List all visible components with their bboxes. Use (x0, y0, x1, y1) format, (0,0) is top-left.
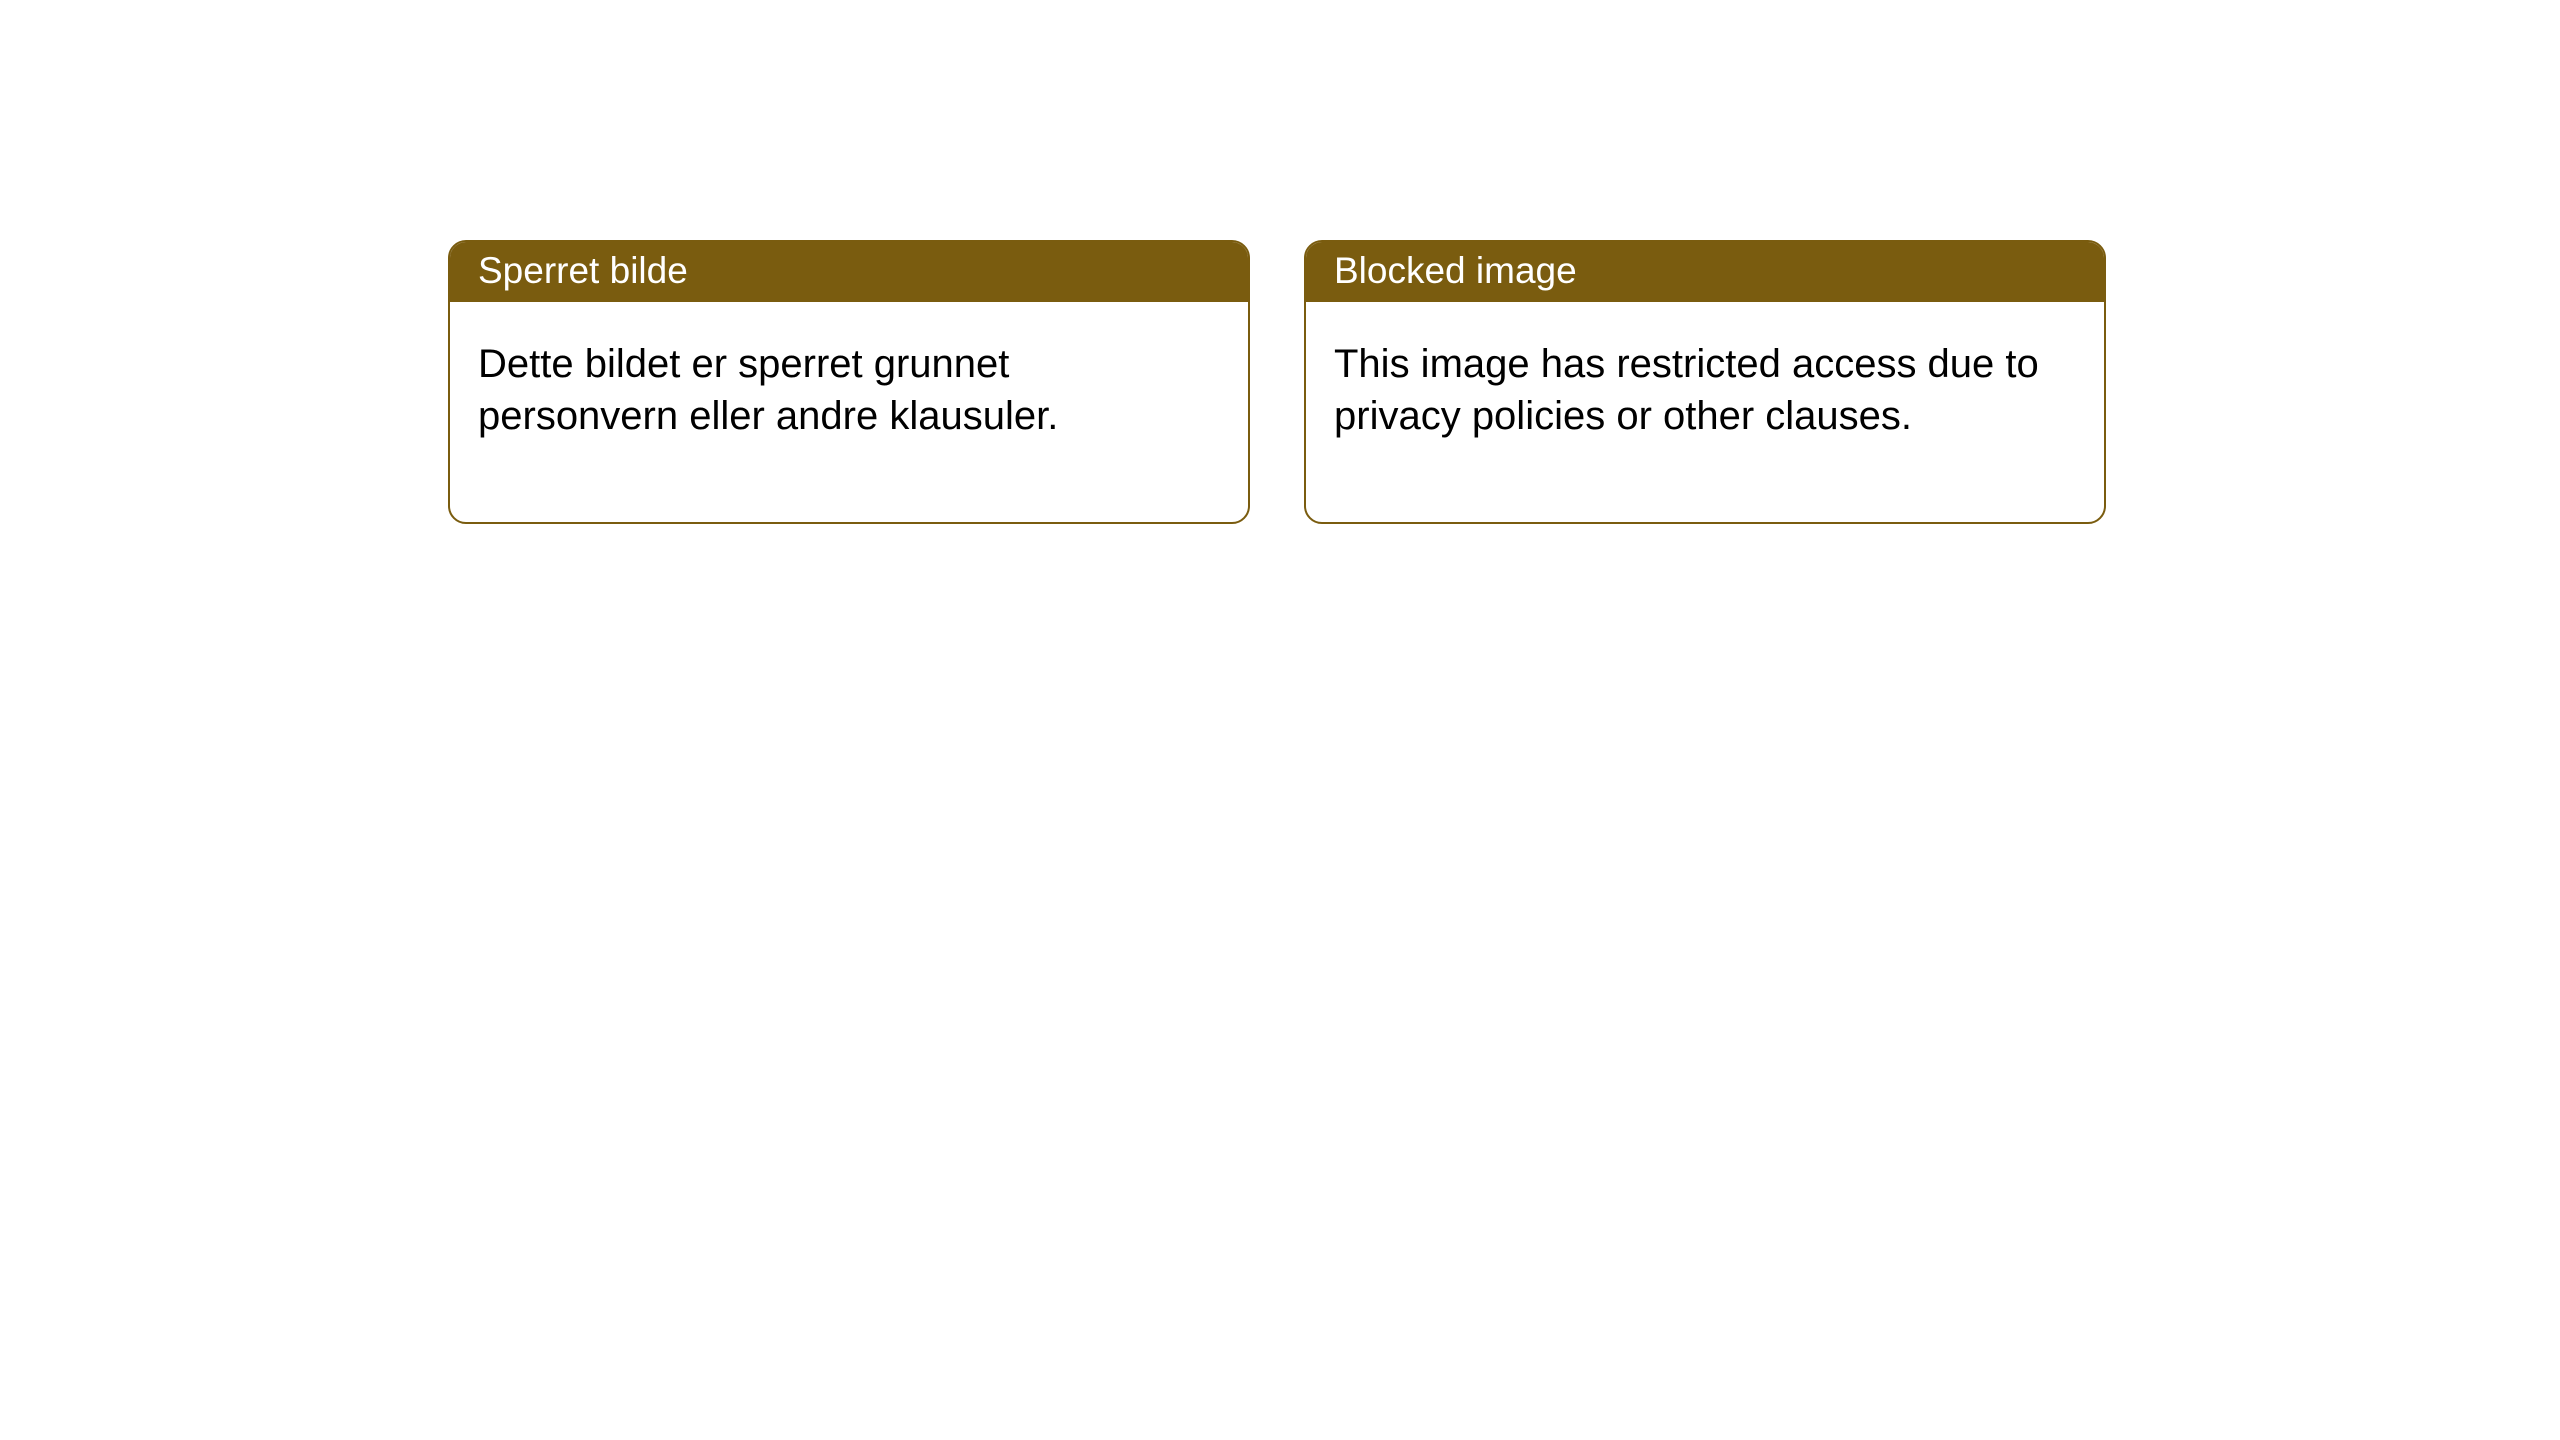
notice-header: Sperret bilde (450, 242, 1248, 302)
notice-body: This image has restricted access due to … (1306, 302, 2104, 522)
notice-card-english: Blocked image This image has restricted … (1304, 240, 2106, 524)
notice-container: Sperret bilde Dette bildet er sperret gr… (448, 240, 2106, 524)
notice-header: Blocked image (1306, 242, 2104, 302)
notice-card-norwegian: Sperret bilde Dette bildet er sperret gr… (448, 240, 1250, 524)
notice-body: Dette bildet er sperret grunnet personve… (450, 302, 1248, 522)
